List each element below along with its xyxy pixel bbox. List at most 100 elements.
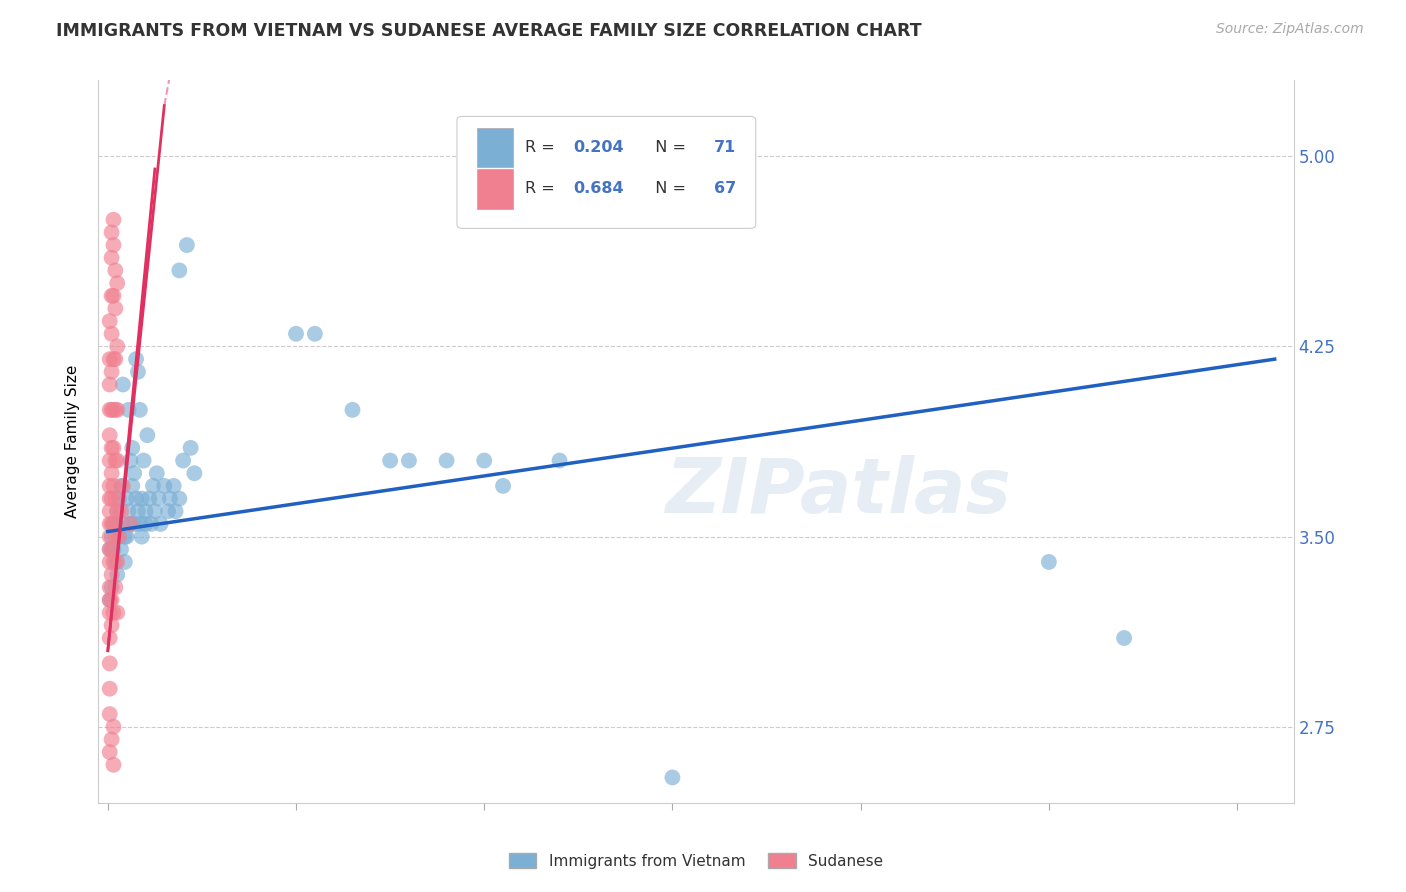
Point xyxy=(100,580,122,594)
Point xyxy=(100,467,122,481)
Text: N =: N = xyxy=(644,140,690,155)
Point xyxy=(127,504,149,518)
Point xyxy=(108,530,131,544)
Point xyxy=(110,542,132,557)
Point xyxy=(98,516,121,531)
Point xyxy=(134,516,156,531)
Point xyxy=(176,238,198,252)
Point xyxy=(105,606,128,620)
Point xyxy=(104,453,127,467)
Point xyxy=(120,516,142,531)
Point xyxy=(110,479,132,493)
Point xyxy=(115,491,138,506)
Point xyxy=(98,377,121,392)
Point xyxy=(104,352,127,367)
Point xyxy=(157,504,180,518)
Point xyxy=(100,365,122,379)
Point xyxy=(100,402,122,417)
Point xyxy=(398,453,420,467)
Point xyxy=(100,289,122,303)
Point xyxy=(285,326,308,341)
Point xyxy=(98,542,121,557)
Point xyxy=(105,555,128,569)
Text: Source: ZipAtlas.com: Source: ZipAtlas.com xyxy=(1216,22,1364,37)
Text: 0.204: 0.204 xyxy=(572,140,623,155)
Point xyxy=(125,491,148,506)
Text: 67: 67 xyxy=(714,181,737,196)
Point xyxy=(121,441,143,455)
Point xyxy=(169,263,191,277)
Point xyxy=(103,757,125,772)
Point xyxy=(122,467,145,481)
Point xyxy=(103,212,125,227)
Point xyxy=(378,453,401,467)
Point xyxy=(103,516,125,531)
Point xyxy=(169,491,191,506)
Point xyxy=(127,365,149,379)
Point xyxy=(98,593,121,607)
Point xyxy=(103,720,125,734)
Point xyxy=(100,226,122,240)
Point xyxy=(104,491,127,506)
Point xyxy=(103,441,125,455)
Point xyxy=(125,352,148,367)
Point xyxy=(103,606,125,620)
Point xyxy=(105,339,128,353)
Point xyxy=(105,504,128,518)
Point xyxy=(114,530,136,544)
Y-axis label: Average Family Size: Average Family Size xyxy=(65,365,80,518)
Point xyxy=(98,314,121,328)
Point xyxy=(103,479,125,493)
Point xyxy=(172,453,194,467)
Point xyxy=(98,504,121,518)
Point xyxy=(139,516,162,531)
Text: ZIPatlas: ZIPatlas xyxy=(666,455,1012,529)
Text: N =: N = xyxy=(644,181,690,196)
Point xyxy=(134,504,156,518)
Point xyxy=(98,631,121,645)
Point xyxy=(128,402,150,417)
Point xyxy=(98,745,121,759)
Point xyxy=(103,352,125,367)
Point xyxy=(100,491,122,506)
Point xyxy=(103,555,125,569)
Point xyxy=(111,516,134,531)
Point xyxy=(472,453,495,467)
Point xyxy=(100,593,122,607)
Point xyxy=(138,491,160,506)
Point xyxy=(98,352,121,367)
Point xyxy=(98,542,121,557)
Point xyxy=(122,516,145,531)
Text: 71: 71 xyxy=(714,140,737,155)
Point xyxy=(153,479,176,493)
Point xyxy=(103,238,125,252)
Point xyxy=(98,681,121,696)
Point xyxy=(661,771,683,785)
Point xyxy=(1114,631,1136,645)
Point xyxy=(98,606,121,620)
Point xyxy=(128,516,150,531)
Point xyxy=(115,530,138,544)
Point xyxy=(98,707,121,722)
Point xyxy=(100,441,122,455)
Point xyxy=(548,453,571,467)
Point xyxy=(98,593,121,607)
Point xyxy=(304,326,326,341)
Point xyxy=(145,467,167,481)
Point xyxy=(104,402,127,417)
Point xyxy=(131,491,153,506)
Point xyxy=(100,618,122,632)
Point xyxy=(142,479,165,493)
Point xyxy=(98,580,121,594)
Point xyxy=(98,530,121,544)
Point xyxy=(98,402,121,417)
Point xyxy=(180,441,202,455)
Point xyxy=(121,479,143,493)
Point xyxy=(492,479,515,493)
Point xyxy=(136,428,159,442)
Point xyxy=(165,504,187,518)
Legend: Immigrants from Vietnam, Sudanese: Immigrants from Vietnam, Sudanese xyxy=(503,847,889,875)
Point xyxy=(117,504,139,518)
Point xyxy=(163,479,186,493)
Point xyxy=(105,402,128,417)
